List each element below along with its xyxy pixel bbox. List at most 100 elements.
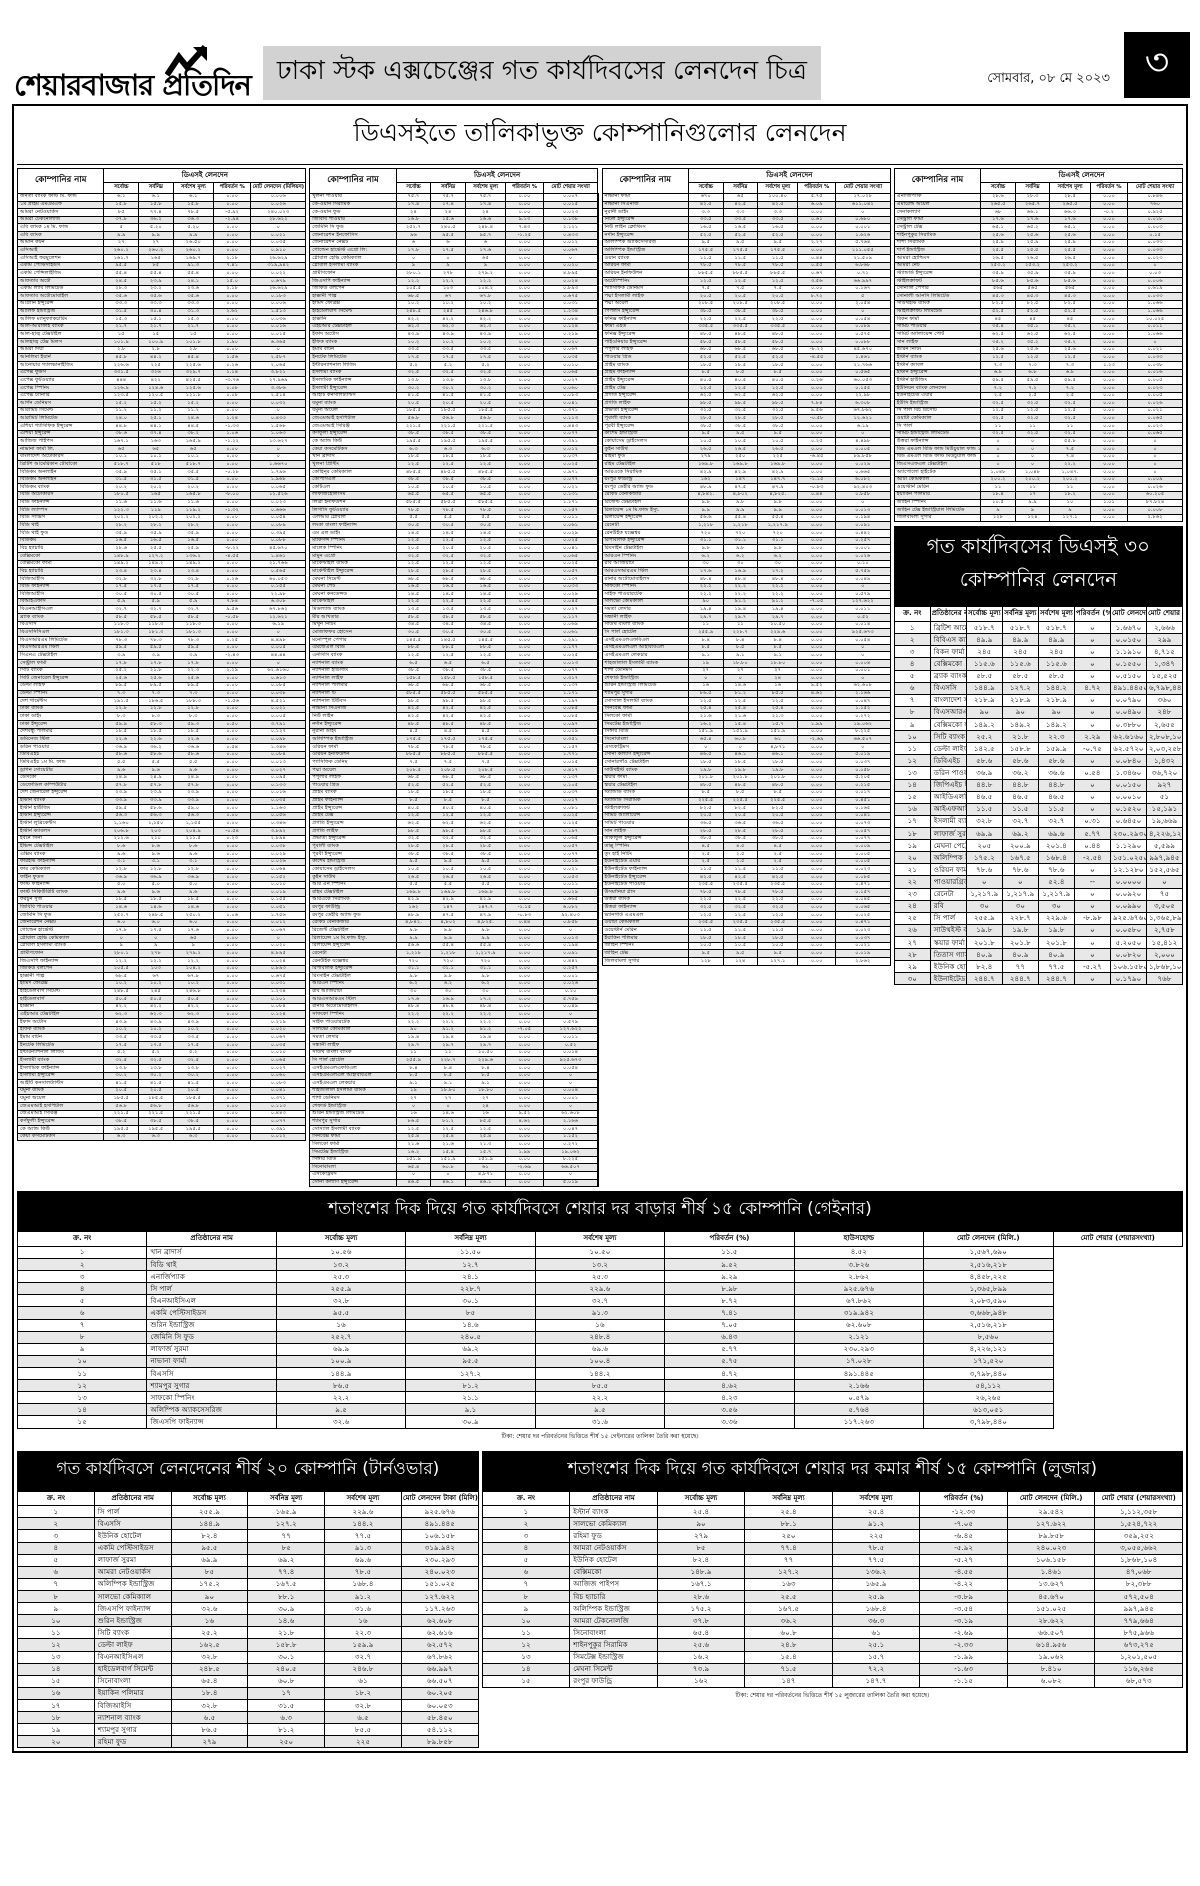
cell-value: ৬: [430, 238, 466, 248]
table-row: কর্ণফুলী ইন্স্যুরেন্স ৩৮.৫ ৩৮.৫ ৩৮.৫ ০.০০ ০.০…: [16, 1117, 307, 1127]
cell-company: সান লাইফ: [601, 827, 689, 836]
cell-company: বিকন ফার্মা: [893, 315, 982, 324]
cell-value: ২৮.৫: [464, 842, 507, 851]
cell-company: সামিট অ্যালায়েন্স পোর্ট: [893, 330, 982, 340]
cell-company: এনসিসি ব্যাংক: [309, 651, 397, 660]
cell-value: ২০৮.৫: [464, 765, 507, 775]
table-row: এলআর গ্লোবাল৫.৫৫.৫৫.৫০.০০০.০১১২৬৮: [309, 513, 599, 523]
cell-value: ১০.৫: [980, 498, 1016, 508]
cell-value: ৬৮.৫: [722, 345, 759, 355]
cell-value: ৪১.৫: [172, 1079, 214, 1088]
cell-value: ০: [395, 1170, 432, 1180]
cell-value: ১৫: [16, 1415, 148, 1429]
cell-value: ০.০৭৭: [542, 666, 599, 676]
cell-value: ০.০১৫: [250, 330, 307, 340]
cell-value: ১৯.০৬২: [542, 1147, 599, 1157]
cell-company: রিপাবলিক ইন্স্যুরেন্স: [309, 964, 397, 974]
cell-value: ৮.৬: [138, 842, 174, 851]
cell-company: পাওয়ার গ্রিড: [309, 781, 397, 790]
table-row: জেনারেশন নেক্সট৬.০৬.০৬.০০.০০০.০১২২,০০০: [16, 918, 307, 928]
cell-company: শার্প ইন্ডাস্ট্রিজ: [893, 246, 982, 255]
cell-value: ১৯,৬৬৯: [1145, 814, 1184, 828]
cell-value: ৩.৫৬: [797, 276, 836, 286]
th-company: কোম্পানির নাম: [309, 168, 397, 194]
table-row: ৩ বিকন ফার্মা ২৪৫ ২৪৫ ২৪৫ ০ ১.১৯১০ ৪,৭১৫: [893, 645, 1184, 659]
cell-company: এপেক্স ফুটওয়্যার: [16, 376, 105, 385]
cell-value: ৩১৯.৯৪২: [793, 1306, 925, 1320]
cell-value: ২৪: [464, 208, 507, 217]
table-row: জিবিবি পাওয়ার১৬.৮১৫.৬১৬.৬৯.১৩০.১৩৮৭৭৯,৬…: [309, 215, 599, 225]
cell-value: ৩৩.৫: [722, 215, 759, 225]
cell-value: ৩৮.৬: [103, 429, 140, 439]
cell-value: ৩২.৭: [534, 1294, 666, 1308]
cell-value: ০.০০: [797, 246, 836, 255]
table-row: ইনটেক লিমিটেড১৭.৫১৭.৫১৭.৫০.০০০.০৩৫২,০০০: [16, 1041, 307, 1050]
cell-value: ০.০০: [505, 513, 544, 523]
cell-value: ১,৫২৪,৭২২: [1094, 1517, 1183, 1531]
cell-value: ০.০২৪: [542, 276, 599, 286]
cell-value: ০: [1073, 887, 1111, 901]
cell-value: ০.১০: [834, 559, 891, 569]
cell-company: আজিজ পাইপস: [16, 437, 105, 447]
cell-value: ১০৬.১৫৮০: [1109, 960, 1147, 974]
cell-value: ৬.৮: [1049, 368, 1091, 378]
cell-company: শুরিন ইন্ডাস্ট্রিজ: [93, 1614, 172, 1628]
cell-value: ৭: [893, 693, 931, 707]
table-row: এশিয়া প্যাসিফিক ইন্সুরেন্স ৪৪.৮ ৪৪.১ ৪৪.৫-…: [16, 422, 307, 431]
cell-value: ০: [1073, 778, 1111, 792]
cell-company: বিএসসি: [93, 1517, 172, 1531]
cell-value: ১০০.৪: [534, 1354, 666, 1368]
cell-value: ১৪৪.৯: [965, 681, 1003, 695]
cell-value: ৪.৫২: [793, 1245, 925, 1259]
cell-value: ৩৬০: [1145, 693, 1184, 707]
cell-value: ৮২.৫: [1014, 299, 1051, 309]
cell-company: বাংলাদেশ সাবমেরিন: [929, 693, 967, 707]
cell-company: এপেক্স ট্যানারি: [16, 391, 105, 401]
table-row: পূবালী ব্যাংক২৮.৫২৮.৫২৮.৫০.০০০.০৫৭৪,৪০০: [309, 842, 599, 851]
cell-value: ১৬: [324, 1614, 402, 1628]
th-company: কোম্পানির নাম: [16, 168, 105, 194]
cell-value: ১,২১৮: [722, 521, 759, 531]
cell-value: ১২.৫: [464, 460, 507, 469]
cell-value: ১৮১.৩: [172, 628, 214, 638]
cell-value: ৮৬.৫: [275, 1379, 407, 1393]
cell-value: ৮.২২৫: [834, 727, 891, 737]
cell-value: ৪৯.৯: [1001, 633, 1039, 647]
cell-company: আইডিএলসি: [929, 790, 967, 804]
cell-value: ০.০০: [1089, 467, 1129, 477]
cell-company: পিপলস ইন্স্যুরেন্স: [601, 307, 689, 317]
cell-value: ২৫৫.৯: [965, 911, 1003, 925]
cell-value: ১৭.৬: [687, 567, 724, 576]
cell-value: ০.০০: [505, 536, 544, 546]
cell-value: ৭২০: [687, 529, 724, 538]
th-low: সর্বনিম্ন: [722, 182, 759, 194]
cell-value: ১১.৬: [172, 498, 214, 508]
table-row: ৯ অলিম্পিক ইন্ডাস্ট্রিজ ১৭৫.২ ১৬৭.৫ ১৬৮.৪ -৩.…: [481, 1602, 1183, 1616]
table-row: বিডি অটোকারস১৮০.৫১৬৫১৬৫.৮-৮.০০১২.৫২৬৭৫,২…: [16, 490, 307, 500]
table-row: বিডিকম ব্যাংক২০.২২০.২২০.২০.০০০.০৬৫৩,২২১: [16, 483, 307, 492]
cell-value: ৭৫.৭: [464, 192, 507, 202]
cell-company: জেএমআই সিরিঞ্জ: [309, 422, 397, 431]
cell-value: ১৩.৮: [172, 1063, 214, 1073]
cell-value: ০.০৮৫: [834, 872, 891, 882]
cell-value: ৪৯.৯: [965, 633, 1003, 647]
cell-company: শাইনপুকুর সিরামিক: [893, 231, 982, 240]
cell-value: ০.২৭২: [834, 712, 891, 722]
cell-value: ০.০০: [505, 315, 544, 324]
cell-company: আমরা টেকনোলজি: [16, 215, 105, 225]
cell-value: ৩১.৫: [247, 1698, 326, 1713]
table-row: ৭বাংলাদেশ সাবমেরিন২১৮.৯২১৮.৯২১৮.৯০০.০৭৯০…: [893, 693, 1184, 707]
cell-value: ৩২.৬: [275, 1415, 407, 1429]
cell-value: ৯১.২: [757, 597, 799, 607]
cell-value: ১৭.০২৮: [793, 1354, 925, 1368]
cell-company: ইফিক ব্যাংক: [309, 338, 397, 347]
cell-value: ০.৬১: [797, 215, 836, 225]
cell-value: ১৮.৮০: [464, 1086, 507, 1096]
table-row: মামুন এগ্রো৩২.৫৩২.৫৩২.৫০.০০০.০৬৫৪৭,০৬৮: [309, 552, 599, 561]
table-row: শ্যামপুর সুগার৮৬.৫৮১.২৮৫.৫৪.৬২২.১৬৬৫৪,১১…: [309, 1117, 599, 1127]
cell-value: ১৭.৫: [103, 1041, 140, 1050]
